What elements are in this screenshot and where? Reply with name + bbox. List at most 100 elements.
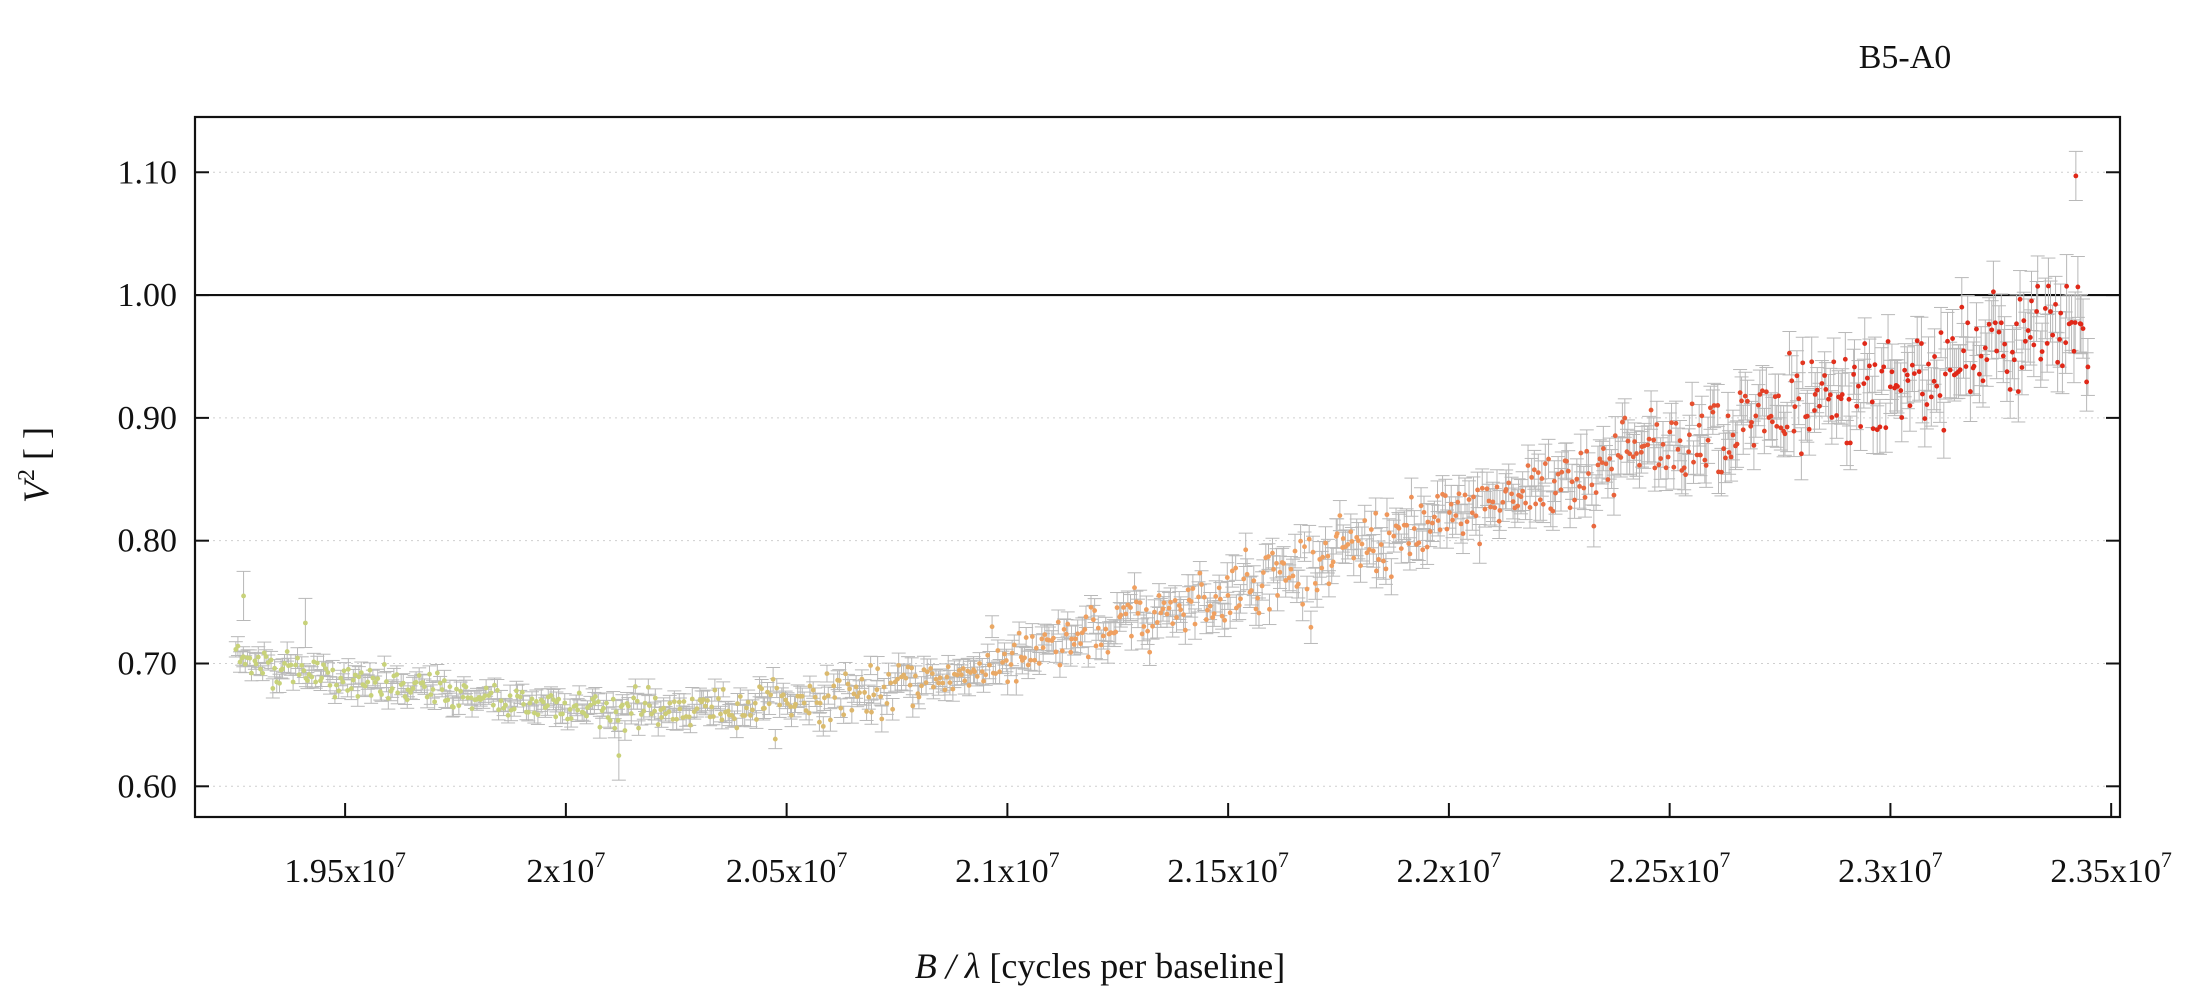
data-point <box>428 692 434 698</box>
data-point <box>1569 479 1575 485</box>
y-axis-title-unit: [ ] <box>16 427 56 469</box>
data-point <box>1016 630 1022 636</box>
data-point <box>553 714 559 720</box>
data-point <box>1384 512 1390 518</box>
data-point <box>1565 468 1571 474</box>
data-point <box>1632 439 1638 445</box>
data-point <box>909 665 915 671</box>
data-point <box>1319 565 1325 571</box>
data-point <box>1907 403 1913 409</box>
data-point <box>725 708 731 714</box>
data-point <box>1826 396 1831 402</box>
data-point <box>997 669 1002 675</box>
data-point <box>1362 518 1368 523</box>
data-point <box>910 703 916 709</box>
data-point <box>441 678 447 683</box>
data-point <box>677 706 683 712</box>
data-point <box>1203 617 1209 622</box>
data-point <box>1172 597 1178 603</box>
data-point <box>1924 402 1930 407</box>
data-point <box>711 714 716 719</box>
data-point <box>1686 449 1692 455</box>
data-point <box>1870 426 1876 432</box>
data-point <box>1867 363 1872 369</box>
data-point <box>601 705 606 711</box>
data-point <box>2053 301 2058 307</box>
data-point <box>866 694 872 700</box>
data-point <box>1699 413 1705 419</box>
data-point <box>295 655 300 661</box>
data-point <box>1922 416 1928 421</box>
data-point <box>1217 596 1223 602</box>
data-point <box>933 676 939 682</box>
data-point <box>1546 456 1551 462</box>
error-bars <box>228 150 2095 781</box>
data-point <box>1950 336 1955 341</box>
data-point <box>1128 605 1133 610</box>
data-point <box>2004 369 2010 375</box>
data-point <box>2042 306 2048 311</box>
data-point <box>691 709 697 715</box>
data-point <box>1755 402 1761 408</box>
data-point <box>527 700 533 706</box>
y-tick-label: 0.90 <box>118 400 178 437</box>
data-point <box>1270 550 1275 556</box>
data-point <box>838 705 844 711</box>
data-point <box>1469 510 1475 516</box>
data-point <box>272 665 278 671</box>
data-point <box>1051 635 1056 641</box>
data-point <box>1872 362 1878 368</box>
data-point <box>1881 364 1887 370</box>
data-point <box>1619 419 1625 425</box>
data-point <box>857 690 862 696</box>
data-point <box>1634 451 1639 456</box>
data-point <box>1978 353 1984 359</box>
data-point <box>1931 378 1937 384</box>
data-point <box>854 694 860 699</box>
data-point <box>676 699 682 705</box>
data-point <box>1133 599 1139 605</box>
data-point <box>584 713 589 719</box>
data-point <box>754 717 759 722</box>
data-point <box>732 716 737 722</box>
data-point <box>1651 437 1657 443</box>
data-point <box>1494 484 1500 490</box>
data-point <box>1654 422 1660 427</box>
data-point <box>381 662 387 667</box>
data-point <box>1537 497 1543 503</box>
data-point <box>2017 296 2023 302</box>
data-point <box>1181 612 1186 618</box>
data-point <box>1039 636 1045 642</box>
data-point <box>408 690 414 695</box>
data-point <box>1022 655 1027 661</box>
data-point <box>341 668 347 674</box>
data-point <box>1721 446 1727 452</box>
data-point <box>314 660 320 666</box>
data-point <box>1298 538 1304 544</box>
data-point <box>1065 621 1071 627</box>
data-point <box>1967 389 1973 394</box>
data-point <box>1539 476 1545 481</box>
data-point <box>1789 378 1795 384</box>
data-point <box>1581 485 1587 491</box>
x-tick-label: 1.95x107 <box>284 847 406 890</box>
data-point <box>1686 432 1692 438</box>
data-point <box>301 668 307 674</box>
data-point <box>1288 566 1294 572</box>
data-point <box>1638 449 1644 455</box>
data-point <box>1895 384 1900 389</box>
data-point <box>305 678 310 683</box>
data-point <box>1542 461 1548 467</box>
data-point <box>1739 398 1744 404</box>
data-point <box>734 725 740 731</box>
data-point <box>1456 491 1462 497</box>
data-point <box>2015 389 2021 394</box>
data-point <box>752 700 758 706</box>
data-point <box>864 709 869 714</box>
data-point <box>432 699 438 705</box>
data-point <box>1586 471 1591 476</box>
data-point <box>350 677 356 683</box>
data-point <box>765 689 770 695</box>
data-point <box>2048 309 2053 314</box>
data-point <box>788 704 793 710</box>
